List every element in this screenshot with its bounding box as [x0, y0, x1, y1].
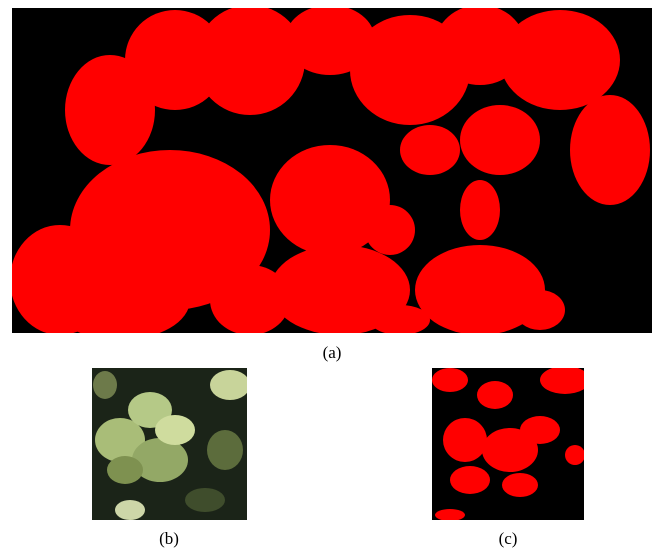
panel-b-image	[92, 368, 250, 520]
panel-c-image	[432, 366, 590, 521]
caption-a: (a)	[323, 343, 342, 362]
panel-a-image	[10, 5, 652, 340]
figure: (a) (b)	[0, 0, 654, 557]
caption-c: (c)	[499, 529, 518, 548]
caption-b: (b)	[159, 529, 179, 548]
page: (a) (b)	[0, 0, 654, 557]
